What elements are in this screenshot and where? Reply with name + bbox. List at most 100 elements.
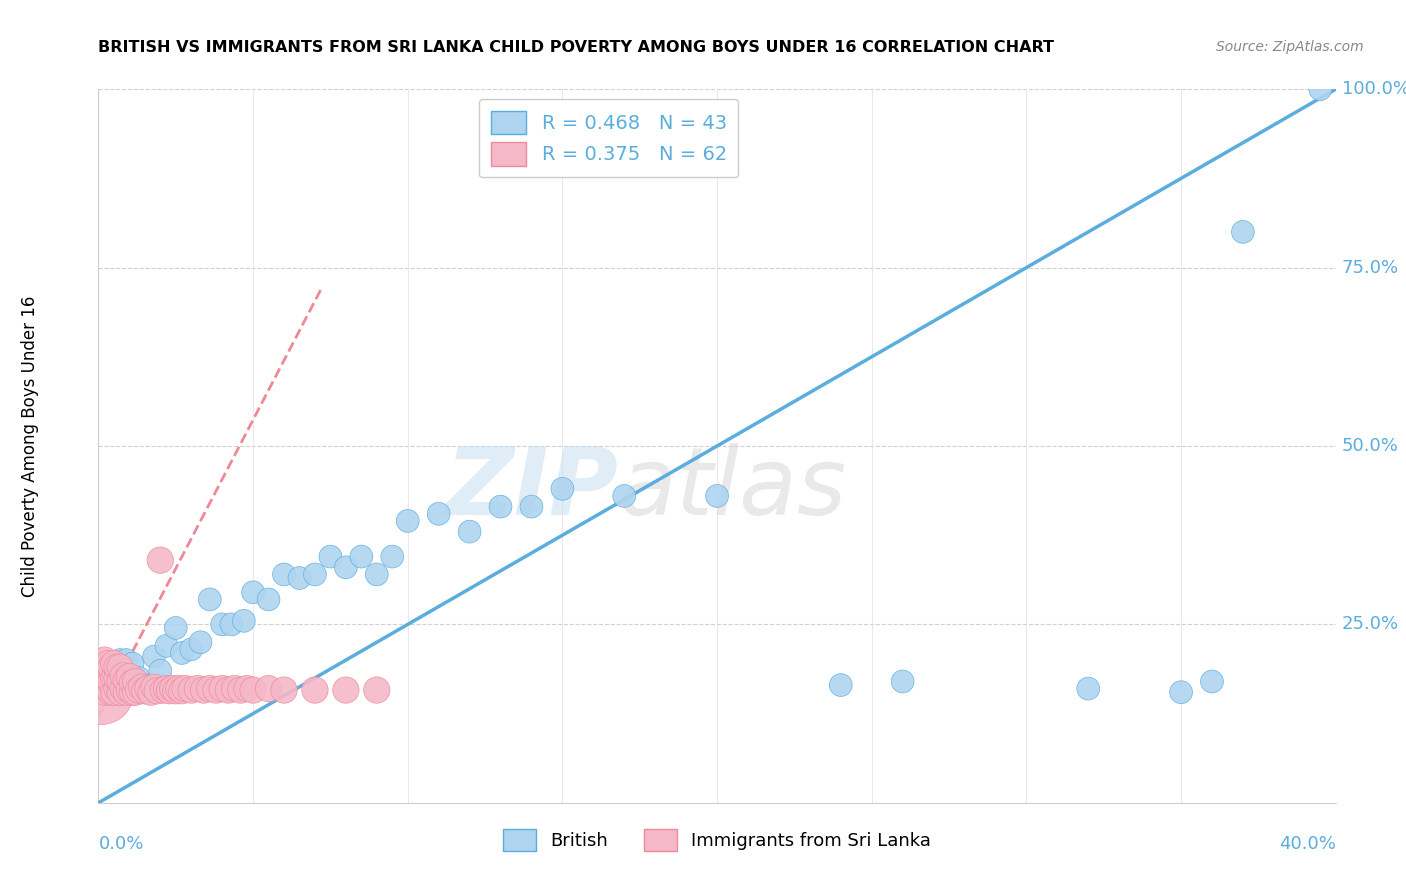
Point (335, 560, 357, 574)
Point (100, 660, 122, 674)
Text: 75.0%: 75.0% (1341, 259, 1399, 277)
Point (520, 500, 543, 514)
Point (1077, 681, 1099, 696)
Point (891, 674, 914, 689)
Point (159, 683, 181, 698)
Point (115, 673, 138, 687)
Point (143, 680, 166, 694)
Point (221, 617, 243, 632)
Point (105, 681, 128, 696)
Point (105, 660, 128, 674)
Point (108, 660, 131, 674)
Point (97, 657, 120, 671)
Point (134, 678, 156, 692)
Point (103, 657, 125, 671)
Point (1201, 674, 1223, 689)
Point (103, 671, 125, 685)
Point (115, 653, 138, 667)
Point (211, 617, 233, 632)
Point (90, 664, 112, 678)
Point (155, 639, 177, 653)
Point (205, 683, 228, 698)
Point (162, 681, 184, 696)
Point (830, 678, 852, 692)
Point (128, 683, 150, 698)
Point (335, 683, 357, 698)
Point (103, 664, 125, 678)
Point (257, 592, 280, 607)
Text: 0.0%: 0.0% (98, 835, 143, 853)
Point (143, 649, 166, 664)
Point (427, 507, 450, 521)
Point (198, 681, 221, 696)
Point (198, 592, 221, 607)
Point (124, 674, 146, 689)
Point (121, 657, 143, 671)
Point (273, 683, 295, 698)
Text: 50.0%: 50.0% (1341, 437, 1399, 455)
Point (134, 683, 156, 698)
Point (118, 683, 141, 698)
Text: Child Poverty Among Boys Under 16: Child Poverty Among Boys Under 16 (21, 295, 39, 597)
Point (112, 669, 135, 683)
Point (366, 683, 388, 698)
Point (93, 671, 115, 685)
Point (193, 683, 215, 698)
Point (136, 681, 159, 696)
Point (105, 671, 128, 685)
Point (152, 683, 174, 698)
Point (304, 683, 326, 698)
Text: ZIP: ZIP (446, 442, 619, 535)
Point (236, 681, 259, 696)
Point (706, 489, 728, 503)
Point (304, 567, 326, 582)
Point (229, 683, 252, 698)
Point (108, 674, 131, 689)
Point (139, 685, 162, 699)
Point (128, 671, 150, 685)
Point (103, 685, 125, 699)
Point (165, 683, 187, 698)
Point (100, 685, 122, 699)
Point (366, 567, 388, 582)
Point (613, 489, 636, 503)
Point (319, 549, 342, 564)
Point (131, 680, 153, 694)
Point (149, 553, 172, 567)
Point (211, 681, 233, 696)
Point (97, 667, 120, 681)
Point (458, 524, 481, 539)
Point (180, 642, 202, 657)
Text: BRITISH VS IMMIGRANTS FROM SRI LANKA CHILD POVERTY AMONG BOYS UNDER 16 CORRELATI: BRITISH VS IMMIGRANTS FROM SRI LANKA CHI… (98, 40, 1054, 55)
Point (149, 664, 172, 678)
Point (93, 653, 115, 667)
Point (186, 681, 208, 696)
Point (155, 681, 177, 696)
Point (1309, 82, 1331, 96)
Point (167, 681, 190, 696)
Point (174, 681, 197, 696)
Point (93, 685, 115, 699)
Point (381, 549, 404, 564)
Point (97, 681, 120, 696)
Text: 100.0%: 100.0% (1341, 80, 1406, 98)
Point (273, 567, 295, 582)
Point (224, 681, 246, 696)
Point (1170, 685, 1192, 699)
Point (489, 500, 512, 514)
Point (242, 585, 264, 599)
Point (190, 635, 212, 649)
Point (288, 571, 311, 585)
Text: Source: ZipAtlas.com: Source: ZipAtlas.com (1216, 40, 1364, 54)
Point (242, 683, 264, 698)
Point (124, 685, 146, 699)
Point (396, 514, 419, 528)
Point (112, 681, 135, 696)
Point (1232, 225, 1254, 239)
Point (90, 685, 112, 699)
Point (108, 653, 131, 667)
Text: 25.0%: 25.0% (1341, 615, 1399, 633)
Text: 40.0%: 40.0% (1279, 835, 1336, 853)
Point (118, 669, 141, 683)
Point (121, 676, 143, 690)
